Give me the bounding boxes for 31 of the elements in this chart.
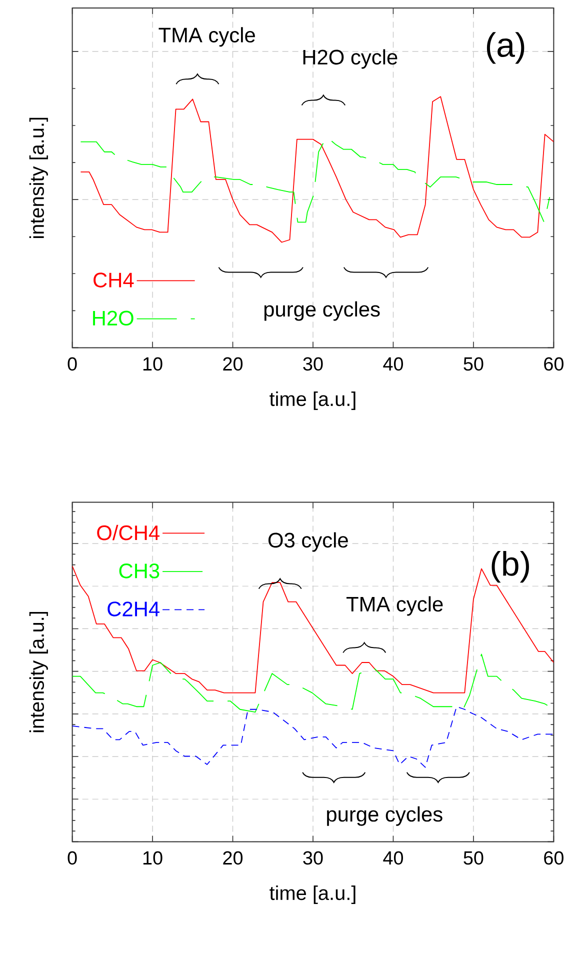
x-tick-label: 30	[303, 851, 323, 865]
text: TMA cycle	[158, 27, 255, 47]
annotation: (b)	[492, 551, 529, 583]
x-tick-label: 50	[464, 851, 484, 865]
x-tick-label: 0	[68, 851, 77, 865]
x-tick-label: 60	[544, 357, 564, 371]
annotation: purge cycles	[264, 301, 380, 321]
text: O3 cycle	[268, 532, 348, 552]
x-tick-label: 20	[223, 851, 243, 865]
x-tick-label: 10	[143, 357, 162, 371]
x-tick-label: 10	[143, 851, 162, 865]
x-tick-label: 40	[383, 851, 404, 865]
text: CH4	[94, 272, 134, 288]
text: (a)	[486, 32, 524, 64]
y-axis-title: intensity [a.u.]	[29, 118, 48, 238]
x-tick-label: 20	[223, 357, 243, 371]
y-axis-title: intensity [a.u.]	[29, 612, 48, 732]
text: H2O cycle	[303, 49, 398, 69]
annotation: purge cycles	[327, 806, 442, 826]
x-tick-label: 50	[464, 357, 484, 371]
x-tick-label: 40	[383, 357, 404, 371]
x-tick-label: 30	[303, 357, 323, 371]
x-axis-title: time [a.u.]	[270, 391, 356, 410]
text: CH3	[119, 564, 160, 578]
text: C2H4	[108, 602, 160, 616]
series-label: O/CH4	[97, 524, 160, 540]
annotation: TMA cycle	[346, 596, 443, 616]
text: H2O	[93, 310, 134, 326]
x-tick-label: 0	[68, 357, 77, 371]
x-axis-title: time [a.u.]	[270, 885, 356, 904]
x-tick-label: 60	[544, 851, 564, 865]
